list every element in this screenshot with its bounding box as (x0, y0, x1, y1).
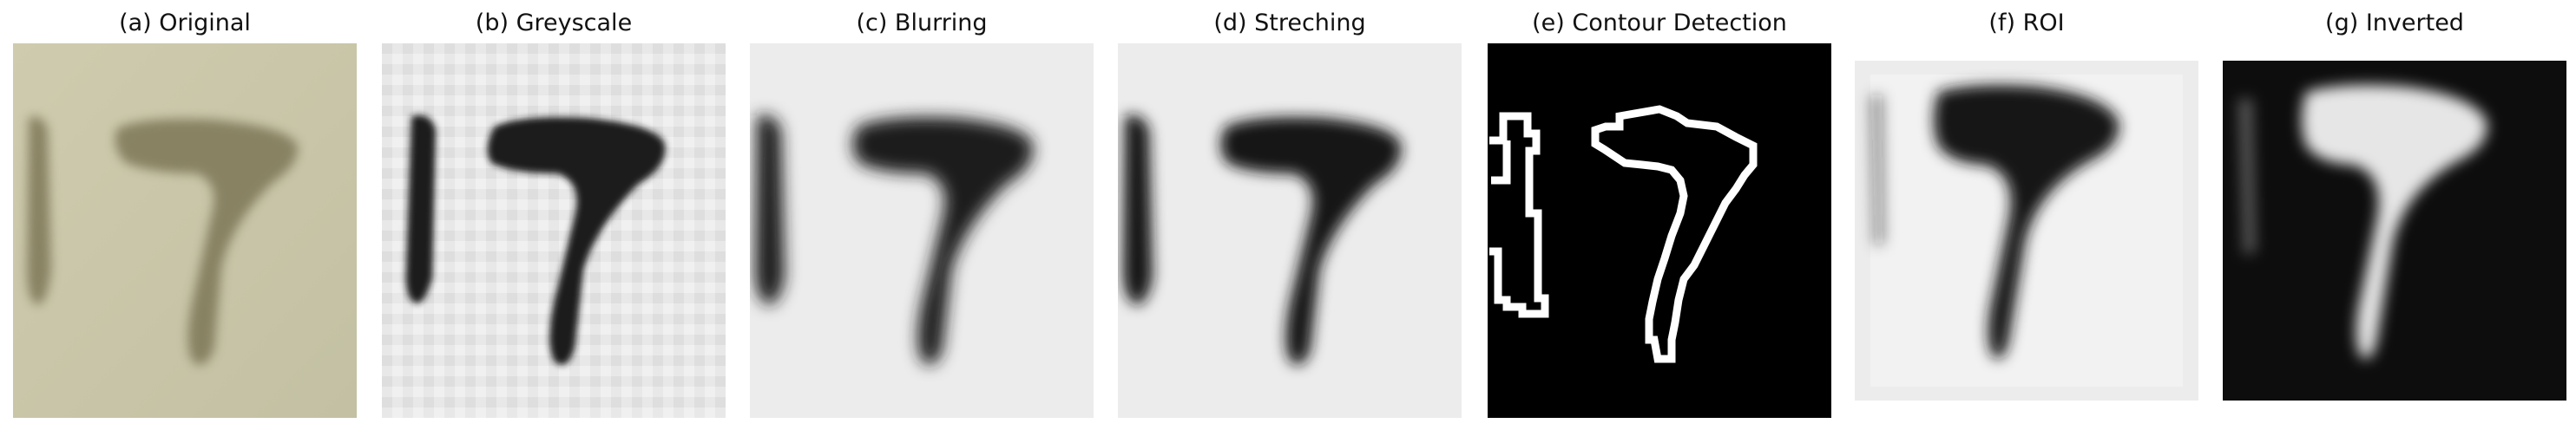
contour-detection-image (1488, 43, 1831, 418)
panel-title-stretching: (d) Streching (1213, 10, 1366, 36)
panel-title-blurring: (c) Blurring (856, 10, 988, 36)
panel-title-contour-detection: (e) Contour Detection (1532, 10, 1787, 36)
panel-title-greyscale: (b) Greyscale (475, 10, 633, 36)
roi-image (1855, 61, 2198, 401)
blurred-image (750, 43, 1094, 418)
stretched-image (1118, 43, 1462, 418)
panel-title-original: (a) Original (119, 10, 251, 36)
original-image (13, 43, 357, 418)
panel-title-roi: (f) ROI (1988, 10, 2065, 36)
panel-title-inverted: (g) Inverted (2325, 10, 2464, 36)
inverted-image (2223, 61, 2566, 401)
greyscale-image (382, 43, 726, 418)
